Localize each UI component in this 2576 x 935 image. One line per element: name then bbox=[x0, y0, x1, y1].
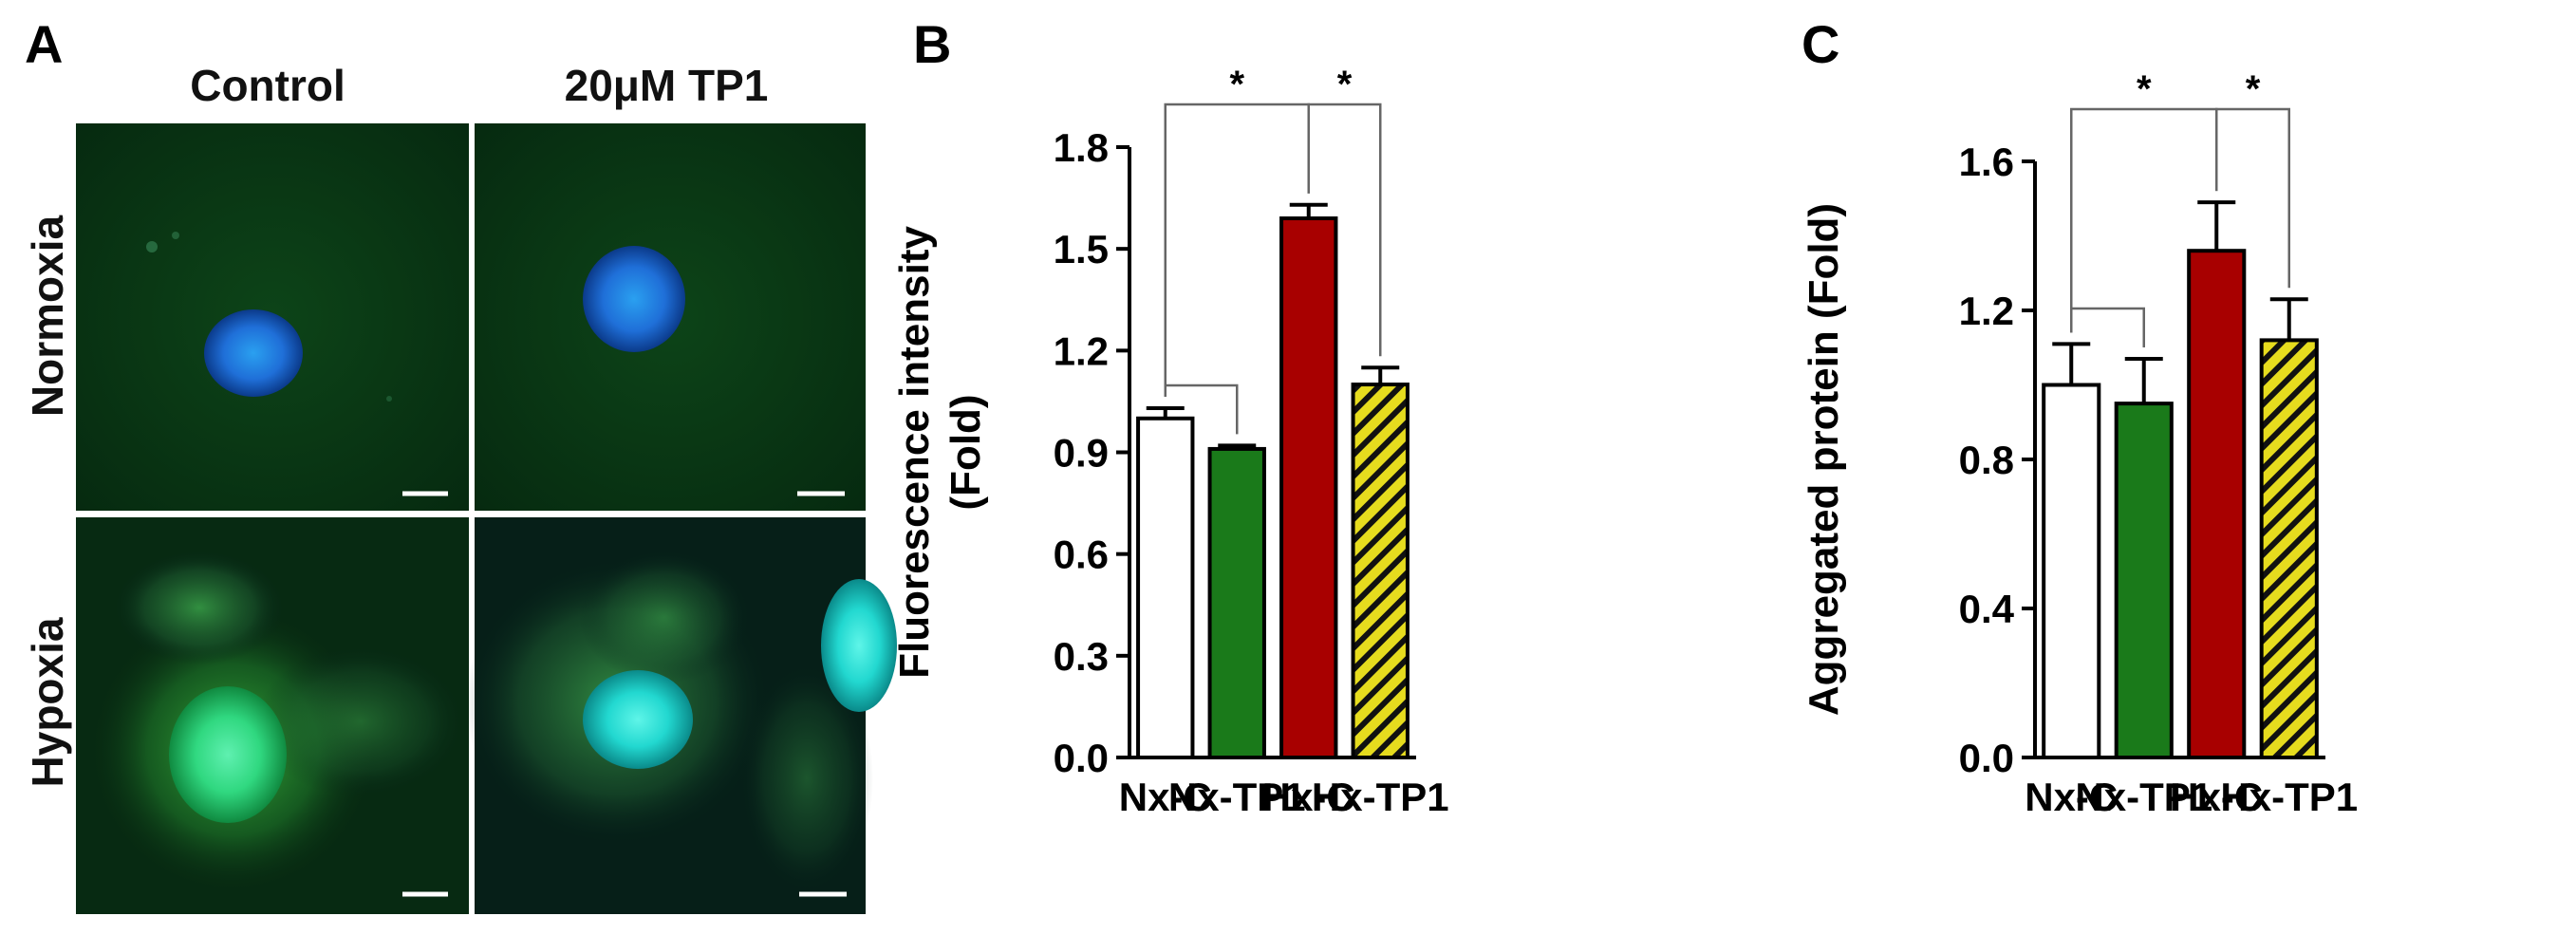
y-tick-label: 0.3 bbox=[1054, 634, 1109, 679]
micrograph-hypoxia-control bbox=[76, 517, 469, 914]
nucleus bbox=[204, 309, 303, 397]
bar-hx-c bbox=[1279, 216, 1338, 759]
panel-b-letter: B bbox=[913, 14, 951, 74]
micrograph-normoxia-tp1 bbox=[475, 123, 866, 511]
col-header-tp1: 20μM TP1 bbox=[565, 61, 769, 110]
x-tick-label: Hx-TP1 bbox=[1312, 775, 1449, 819]
chart-b: B 0.0 0.3 0.6 0.9 1.2 1.5 1.8 Fluorescence inte… bbox=[891, 14, 1449, 819]
x-tick-label: Hx-C bbox=[2170, 775, 2263, 819]
significance-bracket bbox=[2070, 307, 2145, 348]
y-tick-label: 0.6 bbox=[1054, 533, 1109, 577]
significance-star: * bbox=[2246, 68, 2261, 110]
y-tick-label: 0.8 bbox=[1959, 438, 2014, 482]
x-tick-label: Nx-TP1 bbox=[1168, 775, 1306, 819]
y-tick-label: 0.0 bbox=[1959, 736, 2014, 780]
y-tick-label: 1.6 bbox=[1959, 140, 2014, 184]
panel-a-letter: A bbox=[25, 14, 63, 74]
bar-hx-tp1 bbox=[1351, 383, 1409, 759]
y-tick-label: 0.4 bbox=[1959, 587, 2015, 631]
y-axis-label: Aggregated protein (Fold) bbox=[1801, 203, 1847, 716]
row-header-hypoxia: Hypoxia bbox=[23, 617, 72, 787]
significance-star: * bbox=[2137, 68, 2152, 110]
y-tick-label: 1.2 bbox=[1959, 289, 2014, 333]
bar-hx-tp1 bbox=[2259, 338, 2319, 759]
bar-nx-c bbox=[1136, 416, 1195, 759]
row-header-normoxia: Normoxia bbox=[23, 215, 72, 418]
x-tick-label: Nx-C bbox=[1119, 775, 1212, 819]
y-tick-label: 1.2 bbox=[1054, 328, 1109, 373]
y-tick-label: 1.8 bbox=[1054, 125, 1109, 170]
significance-bracket bbox=[1307, 103, 1382, 357]
y-tick-label: 0.9 bbox=[1054, 431, 1109, 476]
nucleus bbox=[169, 686, 287, 823]
x-tick-label: Nx-C bbox=[2025, 775, 2118, 819]
x-tick-label: Hx-TP1 bbox=[2220, 775, 2358, 819]
x-tick-label: Nx-TP1 bbox=[2075, 775, 2212, 819]
significance-bracket bbox=[2215, 107, 2290, 289]
nucleus bbox=[583, 670, 693, 769]
significance-star: * bbox=[1337, 64, 1353, 105]
x-tick-label: Hx-C bbox=[1262, 775, 1355, 819]
y-tick-label: 0.0 bbox=[1054, 736, 1109, 780]
nucleus bbox=[583, 246, 685, 352]
significance-star: * bbox=[1229, 64, 1244, 105]
bar-nx-tp1 bbox=[2114, 402, 2174, 759]
bar-nx-tp1 bbox=[1207, 446, 1266, 759]
nucleus-edge bbox=[821, 579, 897, 712]
y-axis-label: (Fold) bbox=[943, 394, 989, 510]
bar-hx-c bbox=[2187, 249, 2247, 759]
col-header-control: Control bbox=[190, 61, 345, 110]
bar-nx-c bbox=[2042, 383, 2101, 759]
micrograph-normoxia-control bbox=[76, 123, 469, 511]
chart-c: C 0.0 0.4 0.8 1.2 1.6 Aggregated protein (Fol… bbox=[1801, 14, 2358, 819]
micrograph-hypoxia-tp1 bbox=[465, 517, 897, 914]
y-axis-label: Fluorescence intensity bbox=[891, 226, 938, 679]
panel-c-letter: C bbox=[1801, 14, 1839, 74]
panel-a: A Control 20μM TP1 Normoxia Hypoxia bbox=[23, 14, 897, 914]
y-tick-label: 1.5 bbox=[1054, 227, 1109, 271]
